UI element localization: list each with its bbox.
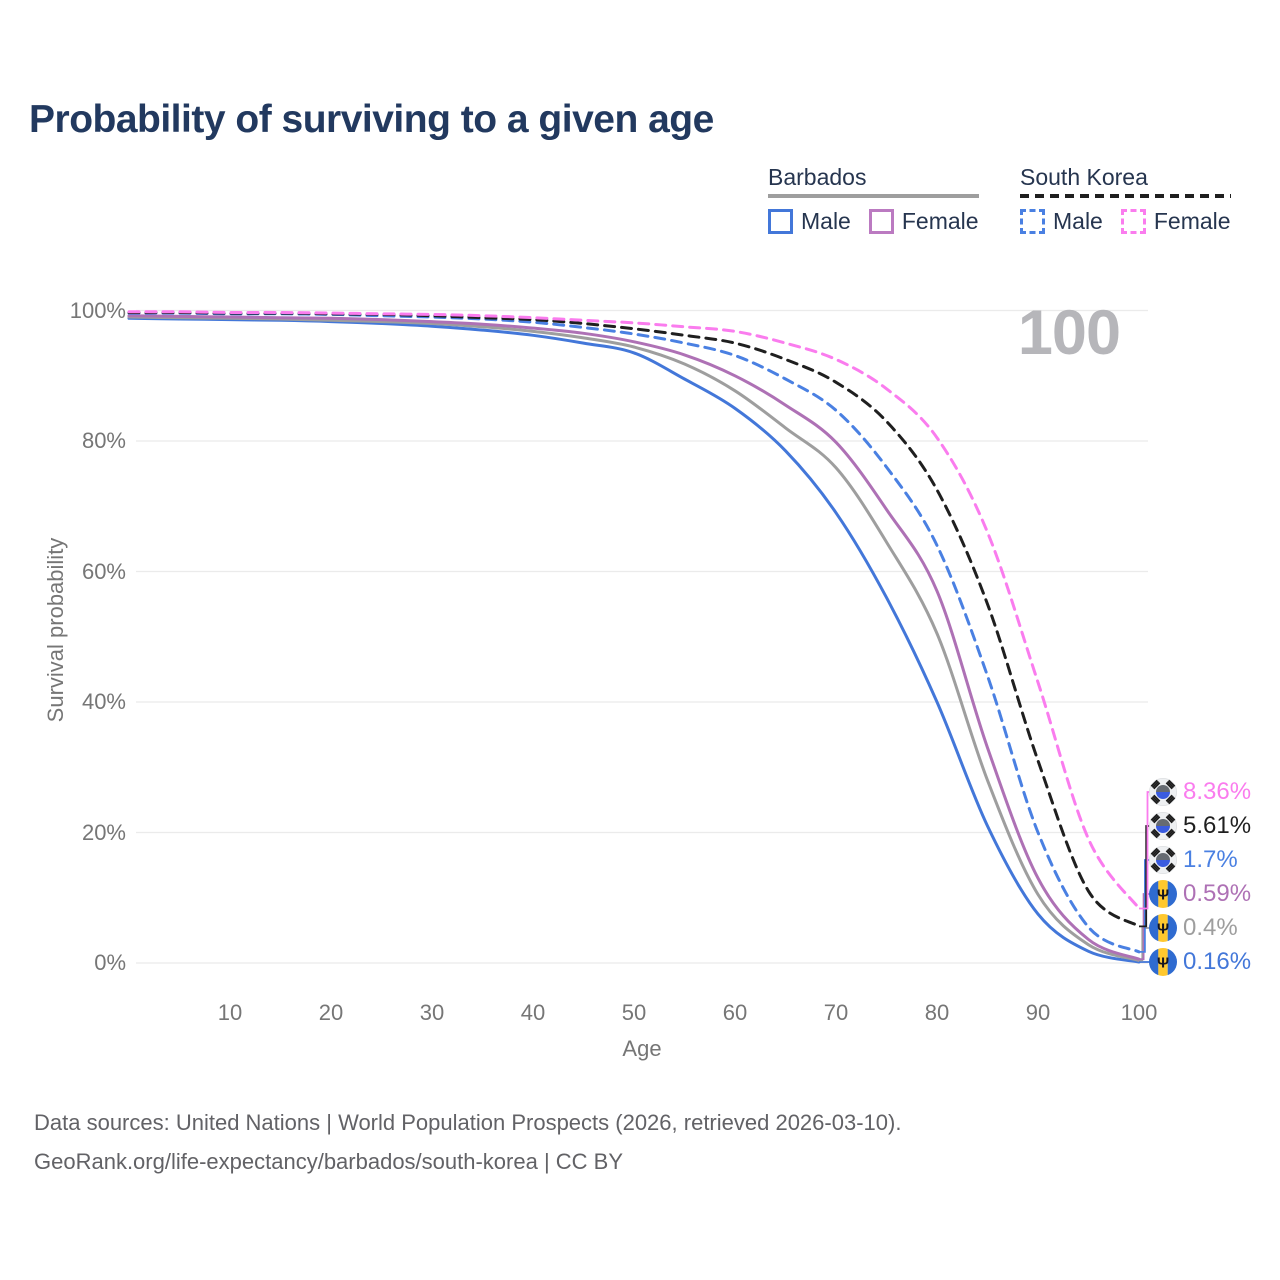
barbados-flag-icon: Ψ [1149, 914, 1177, 942]
x-tick-label: 80 [924, 1000, 950, 1025]
barbados-flag-icon: Ψ [1149, 948, 1177, 976]
svg-text:Ψ: Ψ [1157, 887, 1169, 904]
female-dashed-swatch-icon [1120, 209, 1146, 234]
south-korea-flag-icon [1148, 777, 1178, 807]
series-line-barbados-male[interactable] [127, 316, 1141, 964]
legend: Barbados Male Female South Korea [0, 164, 1280, 244]
y-tick-label: 100% [69, 297, 126, 323]
series-line-barbados-female[interactable] [127, 314, 1141, 961]
series-line-south-korea-male[interactable] [127, 311, 1141, 954]
legend-group-title: South Korea [1020, 164, 1148, 190]
legend-item-barbados-female[interactable]: Female [868, 208, 979, 235]
y-tick-label: 80% [81, 428, 126, 453]
series-line-south-korea-female[interactable] [127, 310, 1141, 910]
male-solid-swatch-icon [768, 209, 793, 234]
series-end-label: Ψ 0.4% [1148, 913, 1238, 943]
male-dashed-swatch-icon [1020, 209, 1045, 234]
y-tick-label: 60% [81, 558, 126, 584]
legend-item-south-korea-male[interactable]: Male [1020, 208, 1103, 235]
end-label-value: 0.59% [1183, 880, 1252, 907]
x-tick-label: 90 [1025, 1000, 1051, 1025]
footer-attribution: GeoRank.org/life-expectancy/barbados/sou… [34, 1149, 624, 1174]
end-label-value: 1.7% [1183, 846, 1238, 873]
y-tick-label: 40% [81, 689, 126, 714]
legend-underline-dashed [1020, 194, 1231, 198]
x-tick-label: 20 [318, 1000, 344, 1025]
legend-item-south-korea-female[interactable]: Female [1120, 208, 1231, 235]
age-watermark: 100 [1017, 298, 1121, 368]
south-korea-flag-icon [1148, 845, 1178, 875]
end-label-connector [1139, 791, 1150, 910]
series-line-barbados[interactable] [127, 315, 1141, 962]
x-tick-label: 50 [621, 1000, 647, 1025]
svg-text:Ψ: Ψ [1157, 921, 1169, 938]
series-line-south-korea[interactable] [127, 310, 1141, 928]
footer-data-sources: Data sources: United Nations | World Pop… [34, 1110, 902, 1135]
series-end-label: Ψ 0.59% [1148, 879, 1251, 909]
end-label-connectors [1139, 791, 1150, 963]
series-end-label: Ψ 0.16% [1148, 947, 1251, 977]
y-axis-title: Survival probability [43, 537, 68, 723]
south-korea-flag-icon [1148, 811, 1178, 841]
end-label-value: 0.4% [1183, 914, 1238, 941]
series-end-label: 8.36% [1148, 777, 1251, 807]
end-label-value: 0.16% [1183, 948, 1252, 975]
series-curves [127, 310, 1141, 964]
barbados-flag-icon: Ψ [1149, 880, 1177, 908]
legend-group-south-korea: South Korea Male Female [1020, 164, 1231, 235]
series-end-label: 5.61% [1148, 811, 1251, 841]
y-tick-label: 20% [81, 819, 126, 845]
end-label-value: 8.36% [1183, 778, 1252, 805]
x-tick-label: 70 [823, 1000, 849, 1025]
x-axis-title: Age [622, 1036, 662, 1061]
female-solid-swatch-icon [868, 209, 894, 234]
y-tick-label: 0% [94, 950, 126, 975]
page-title: Probability of surviving to a given age [29, 98, 714, 141]
legend-group-title: Barbados [768, 164, 867, 190]
legend-underline-solid [768, 194, 979, 198]
x-tick-label: 60 [722, 1000, 748, 1025]
x-tick-label: 10 [217, 1000, 243, 1025]
svg-text:Ψ: Ψ [1157, 955, 1169, 972]
end-label-connector [1139, 927, 1150, 962]
legend-item-barbados-male[interactable]: Male [768, 208, 851, 235]
x-tick-label: 100 [1120, 1000, 1158, 1025]
x-tick-label: 30 [419, 1000, 445, 1025]
end-label-value: 5.61% [1183, 812, 1252, 839]
series-end-label: 1.7% [1148, 845, 1238, 875]
x-tick-label: 40 [520, 1000, 546, 1025]
gridlines [136, 309, 1148, 964]
legend-group-barbados: Barbados Male Female [768, 164, 979, 235]
